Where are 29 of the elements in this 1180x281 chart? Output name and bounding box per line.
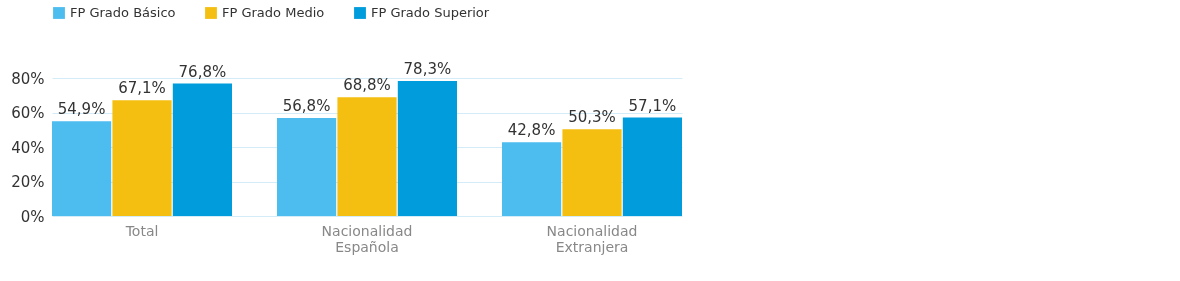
data-label: 76,8% [178, 62, 227, 81]
y-tick-label: 0% [20, 207, 45, 226]
legend-label: FP Grado Superior [371, 5, 490, 20]
y-tick-label: 60% [11, 104, 45, 122]
data-label: 67,1% [118, 79, 166, 98]
x-tick-label: Total [124, 222, 159, 239]
bar [397, 80, 457, 216]
bar [562, 129, 622, 216]
bar [172, 83, 232, 216]
bar [52, 121, 112, 216]
data-label: 68,8% [343, 76, 391, 95]
data-label: 54,9% [57, 100, 106, 119]
legend-label: FP Grado Medio [222, 5, 325, 20]
bar [502, 142, 562, 216]
data-label: 42,8% [507, 121, 556, 140]
bar [277, 118, 337, 216]
legend-label: FP Grado Básico [70, 5, 176, 20]
x-tick-label: Nacionalidad Extranjera [546, 222, 638, 255]
data-label: 57,1% [628, 96, 677, 115]
y-tick-label: 40% [11, 138, 45, 157]
bar [112, 100, 172, 216]
data-label: 50,3% [568, 108, 616, 127]
data-label: 78,3% [403, 59, 452, 78]
y-tick-label: 80% [11, 69, 45, 88]
data-label: 56,8% [282, 97, 331, 116]
x-tick-label: Nacionalidad Española [321, 222, 413, 255]
y-tick-label: 20% [11, 173, 45, 191]
bar [337, 97, 397, 216]
bar [622, 117, 682, 216]
